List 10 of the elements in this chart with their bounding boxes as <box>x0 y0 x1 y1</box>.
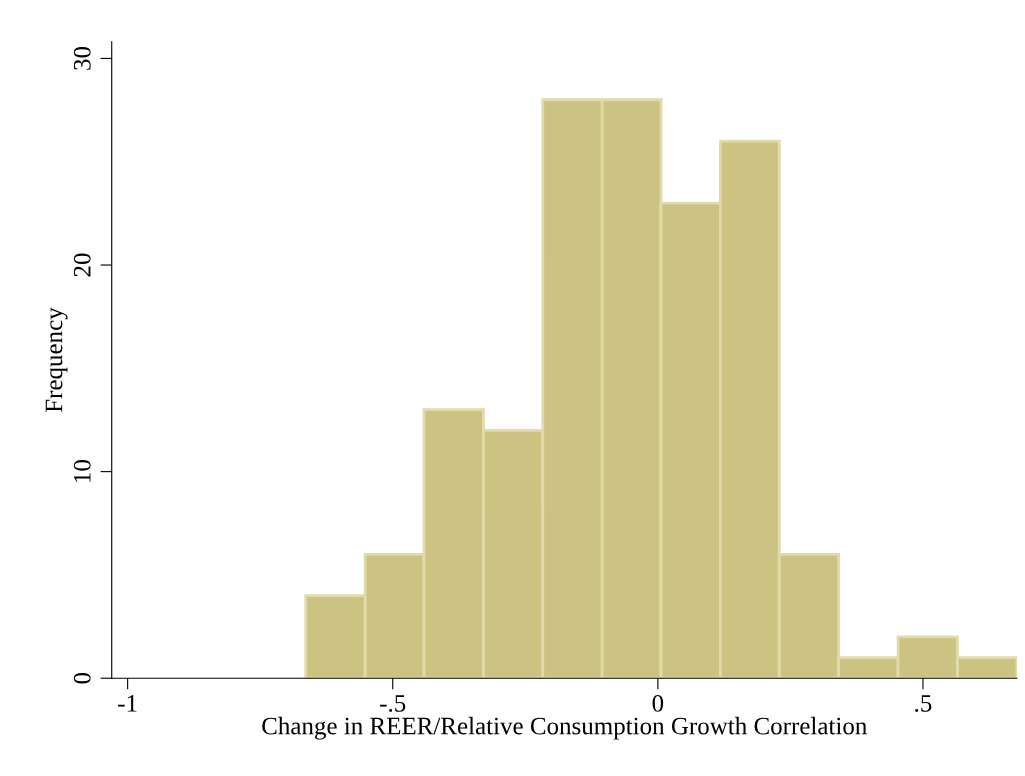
x-tick-label: -.5 <box>380 695 406 712</box>
x-tick-label: 0 <box>652 694 664 712</box>
y-tick-label: 20 <box>73 253 91 277</box>
y-tick-label: 10 <box>73 460 91 482</box>
y-tick-label: 0 <box>73 672 91 684</box>
x-tick-label: -1 <box>118 695 137 712</box>
y-axis-title: Frequency <box>45 307 68 413</box>
y-tick-label: 30 <box>73 46 91 70</box>
x-tick-label: .5 <box>915 695 932 712</box>
x-axis-title: Change in REER/Relative Consumption Growth Correlation <box>262 716 867 740</box>
